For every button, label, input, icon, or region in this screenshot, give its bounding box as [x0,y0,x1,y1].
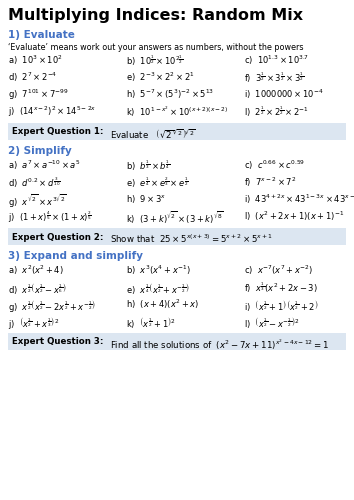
Text: 3) Expand and simplify: 3) Expand and simplify [8,251,143,261]
Text: f)  $7^{x-2} \times 7^2$: f) $7^{x-2} \times 7^2$ [244,176,296,190]
Text: l)  $(x^2+2x+1)(x+1)^{-1}$: l) $(x^2+2x+1)(x+1)^{-1}$ [244,210,344,224]
Text: Multiplying Indices: Random Mix: Multiplying Indices: Random Mix [8,8,303,23]
Text: d)  $d^{0.2} \times d^{\frac{3}{10}}$: d) $d^{0.2} \times d^{\frac{3}{10}}$ [8,176,61,190]
Text: c)  $x^{-7}(x^7+x^{-2})$: c) $x^{-7}(x^7+x^{-2})$ [244,264,313,278]
Bar [8,333,346,350]
Text: f)  $x^{\frac{1}{3}}(x^2+2x-3)$: f) $x^{\frac{1}{3}}(x^2+2x-3)$ [244,281,318,295]
Text: c)  $10^{1.3} \times 10^{3.7}$: c) $10^{1.3} \times 10^{3.7}$ [244,54,309,68]
Text: a)  $x^2(x^2+4)$: a) $x^2(x^2+4)$ [8,264,64,278]
Text: i)  $1000000 \times 10^{-4}$: i) $1000000 \times 10^{-4}$ [244,88,324,102]
Text: j)  $\left(x^{\frac{1}{2}}+x^{\frac{1}{3}}\right)^2$: j) $\left(x^{\frac{1}{2}}+x^{\frac{1}{3}… [8,315,59,331]
Text: e)  $x^{\frac{1}{4}}\left(x^{\frac{1}{2}}+x^{-\frac{1}{2}}\right)$: e) $x^{\frac{1}{4}}\left(x^{\frac{1}{2}}… [126,281,189,296]
Text: Show that  $25 \times 5^{x(x+3)} = 5^{x+2} \times 5^{x+1}$: Show that $25 \times 5^{x(x+3)} = 5^{x+2… [110,232,273,245]
Text: Find all the solutions of  $(x^2-7x+11)^{x^2-4x-12}=1$: Find all the solutions of $(x^2-7x+11)^{… [110,338,329,352]
Text: b)  $10^{\frac{1}{2}} \times 10^{2\frac{1}{2}}$: b) $10^{\frac{1}{2}} \times 10^{2\frac{1… [126,54,184,68]
Bar [8,123,346,140]
Text: e)  $2^{-3} \times 2^2 \times 2^1$: e) $2^{-3} \times 2^2 \times 2^1$ [126,71,195,85]
Text: c)  $c^{0.66} \times c^{0.59}$: c) $c^{0.66} \times c^{0.59}$ [244,159,305,172]
Text: h)  $(x+4)(x^2+x)$: h) $(x+4)(x^2+x)$ [126,298,199,312]
Text: e)  $e^{\frac{1}{4}} \times e^{\frac{2}{3}} \times e^{\frac{1}{2}}$: e) $e^{\frac{1}{4}} \times e^{\frac{2}{3… [126,176,189,190]
Text: b)  $b^{\frac{1}{3}} \times b^{\frac{1}{4}}$: b) $b^{\frac{1}{3}} \times b^{\frac{1}{4… [126,159,170,174]
Text: g)  $7^{101} \times 7^{-99}$: g) $7^{101} \times 7^{-99}$ [8,88,68,102]
Text: ‘Evaluate’ means work out your answers as numbers, without the powers: ‘Evaluate’ means work out your answers a… [8,43,303,52]
Text: j)  $(14^{x-2})^2 \times 14^{5-2x}$: j) $(14^{x-2})^2 \times 14^{5-2x}$ [8,105,96,120]
Text: i)  $43^{4+2x} \times 43^{1-3x} \times 43^{x-4}$: i) $43^{4+2x} \times 43^{1-3x} \times 43… [244,193,354,206]
Text: k)  $(3+k)^{\sqrt{2}} \times (3+k)^{\sqrt{8}}$: k) $(3+k)^{\sqrt{2}} \times (3+k)^{\sqrt… [126,210,224,226]
Text: Expert Question 1:: Expert Question 1: [12,128,103,136]
Text: Expert Question 3:: Expert Question 3: [12,338,103,346]
Bar [8,228,346,245]
Text: a)  $a^7 \times a^{-10} \times a^5$: a) $a^7 \times a^{-10} \times a^5$ [8,159,81,172]
Text: h)  $5^{-7} \times (5^3)^{-2} \times 5^{13}$: h) $5^{-7} \times (5^3)^{-2} \times 5^{1… [126,88,214,102]
Text: i)  $\left(x^{\frac{1}{2}}+1\right)\left(x^{\frac{1}{2}}+2\right)$: i) $\left(x^{\frac{1}{2}}+1\right)\left(… [244,298,318,313]
Text: g)  $x^{\sqrt{2}} \times x^{3\sqrt{2}}$: g) $x^{\sqrt{2}} \times x^{3\sqrt{2}}$ [8,193,67,210]
Text: k)  $\left(x^{\frac{1}{2}}+1\right)^2$: k) $\left(x^{\frac{1}{2}}+1\right)^2$ [126,315,176,330]
Text: f)  $3^{\frac{1}{2}} \times 3^{\frac{1}{2}} \times 3^{\frac{1}{2}}$: f) $3^{\frac{1}{2}} \times 3^{\frac{1}{2… [244,71,304,86]
Text: 2) Simplify: 2) Simplify [8,146,72,156]
Text: j)  $(1+x)^{\frac{4}{5}} \times (1+x)^{\frac{2}{5}}$: j) $(1+x)^{\frac{4}{5}} \times (1+x)^{\f… [8,210,92,226]
Text: h)  $9 \times 3^x$: h) $9 \times 3^x$ [126,193,166,205]
Text: d)  $x^{\frac{1}{2}}\left(x^{\frac{1}{2}}-x^{\frac{1}{6}}\right)$: d) $x^{\frac{1}{2}}\left(x^{\frac{1}{2}}… [8,281,67,296]
Text: Expert Question 2:: Expert Question 2: [12,232,103,241]
Text: a)  $10^3 \times 10^2$: a) $10^3 \times 10^2$ [8,54,63,68]
Text: Evaluate   $\left(\sqrt{2}^{\sqrt{2}}\right)^{\!\sqrt{2}}$: Evaluate $\left(\sqrt{2}^{\sqrt{2}}\righ… [110,128,196,140]
Text: b)  $x^3(x^4+x^{-1})$: b) $x^3(x^4+x^{-1})$ [126,264,191,278]
Text: 1) Evaluate: 1) Evaluate [8,30,75,40]
Text: d)  $2^7 \times 2^{-4}$: d) $2^7 \times 2^{-4}$ [8,71,57,85]
Text: k)  $10^{1-x^2} \times 10^{(x+2)(x-2)}$: k) $10^{1-x^2} \times 10^{(x+2)(x-2)}$ [126,105,228,120]
Text: g)  $x^{\frac{1}{2}}\left(x^{\frac{1}{2}}-2x^{\frac{1}{2}}+x^{-\frac{1}{2}}\righ: g) $x^{\frac{1}{2}}\left(x^{\frac{1}{2}}… [8,298,96,314]
Text: l)  $2^{\frac{1}{2}} \times 2^{\frac{1}{2}} \times 2^{-1}$: l) $2^{\frac{1}{2}} \times 2^{\frac{1}{2… [244,105,309,120]
Text: l)  $\left(x^{\frac{1}{2}}-x^{-\frac{1}{2}}\right)^2$: l) $\left(x^{\frac{1}{2}}-x^{-\frac{1}{2… [244,315,300,330]
